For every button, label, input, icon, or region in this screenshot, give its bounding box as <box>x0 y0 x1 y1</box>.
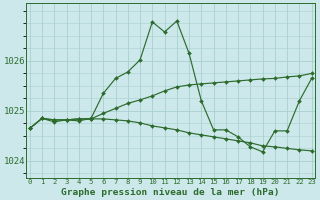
X-axis label: Graphe pression niveau de la mer (hPa): Graphe pression niveau de la mer (hPa) <box>61 188 280 197</box>
